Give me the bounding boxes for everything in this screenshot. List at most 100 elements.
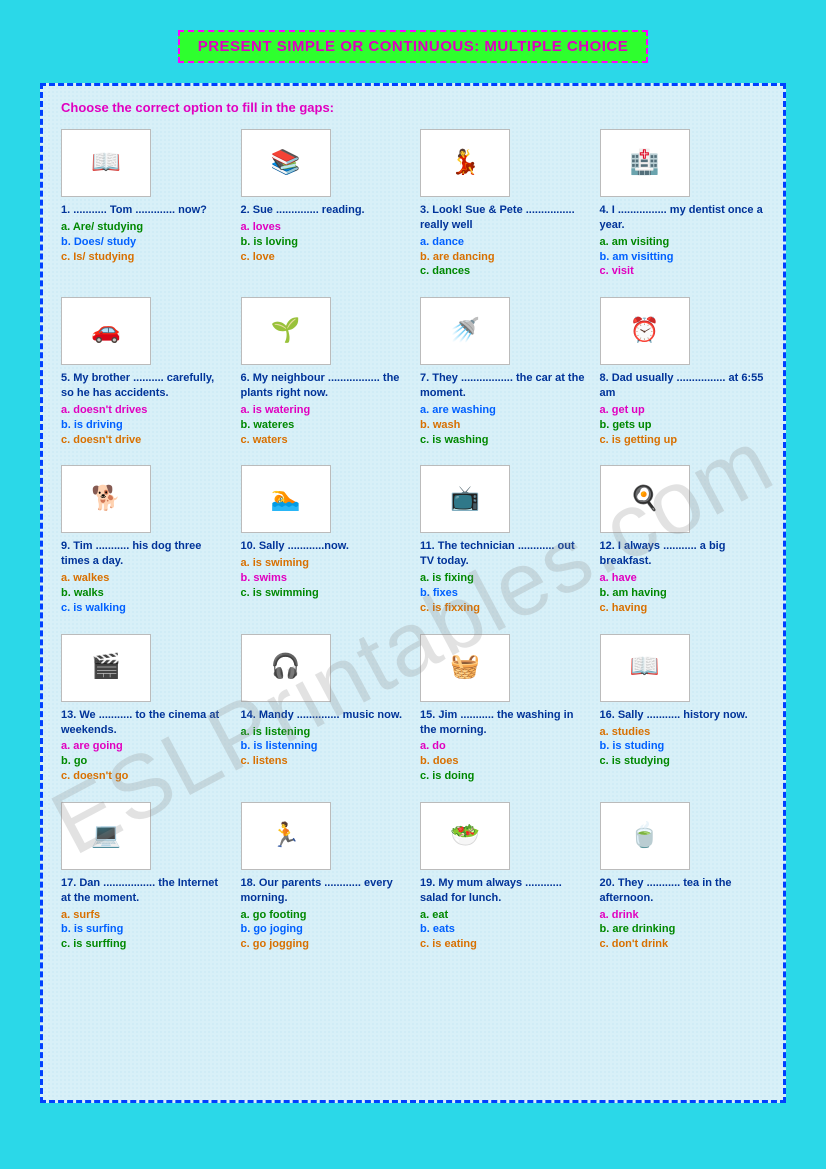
answer-option[interactable]: c. is surffing <box>61 937 227 952</box>
answer-option[interactable]: a. get up <box>600 403 766 418</box>
answer-option[interactable]: a. eat <box>420 908 586 923</box>
answer-option[interactable]: b. go joging <box>241 922 407 937</box>
question-image: ⏰ <box>600 297 690 365</box>
question-grid: 📖1. ........... Tom ............. now?a.… <box>61 129 765 952</box>
answer-option[interactable]: b. gets up <box>600 418 766 433</box>
title-wrap: PRESENT SIMPLE OR CONTINUOUS: MULTIPLE C… <box>40 30 786 63</box>
answer-option[interactable]: c. is walking <box>61 601 227 616</box>
answer-option[interactable]: b. wateres <box>241 418 407 433</box>
answer-option[interactable]: b. swims <box>241 571 407 586</box>
answer-option[interactable]: a. have <box>600 571 766 586</box>
question-cell: 💃3. Look! Sue & Pete ................ re… <box>420 129 586 279</box>
answer-option[interactable]: c. dances <box>420 264 586 279</box>
question-cell: 🐕 9. Tim ........... his dog three times … <box>61 465 227 615</box>
answer-option[interactable]: a. are washing <box>420 403 586 418</box>
question-stem: 6. My neighbour ................. the pl… <box>241 371 407 401</box>
answer-option[interactable]: c. visit <box>600 264 766 279</box>
answer-option[interactable]: a. loves <box>241 220 407 235</box>
answer-option[interactable]: a. drink <box>600 908 766 923</box>
answer-option[interactable]: a. is swiming <box>241 556 407 571</box>
answer-option[interactable]: c. is swimming <box>241 586 407 601</box>
question-image: 💻 <box>61 802 151 870</box>
answer-option[interactable]: a. Are/ studying <box>61 220 227 235</box>
answer-option[interactable]: c. waters <box>241 433 407 448</box>
answer-option[interactable]: a. surfs <box>61 908 227 923</box>
question-image: 🎬 <box>61 634 151 702</box>
worksheet-panel: Choose the correct option to fill in the… <box>40 83 786 1103</box>
question-image: 🚿 <box>420 297 510 365</box>
question-cell: 🏃 18. Our parents ............ every morn… <box>241 802 407 952</box>
answer-option[interactable]: b. go <box>61 754 227 769</box>
answer-option[interactable]: b. is surfing <box>61 922 227 937</box>
answer-option[interactable]: c. go jogging <box>241 937 407 952</box>
question-stem: 7. They ................. the car at the… <box>420 371 586 401</box>
question-image: 🐕 <box>61 465 151 533</box>
answer-option[interactable]: a. doesn't drives <box>61 403 227 418</box>
question-image: 🏊 <box>241 465 331 533</box>
answer-option[interactable]: b. is studing <box>600 739 766 754</box>
question-stem: 4. I ................ my dentist once a … <box>600 203 766 233</box>
answer-option[interactable]: c. is washing <box>420 433 586 448</box>
answer-option[interactable]: b. wash <box>420 418 586 433</box>
answer-option[interactable]: c. is getting up <box>600 433 766 448</box>
answer-option[interactable]: a. go footing <box>241 908 407 923</box>
answer-option[interactable]: b. does <box>420 754 586 769</box>
question-stem: 11. The technician ............ out TV t… <box>420 539 586 569</box>
answer-option[interactable]: c. having <box>600 601 766 616</box>
question-stem: 16. Sally ........... history now. <box>600 708 766 723</box>
answer-option[interactable]: c. is fixxing <box>420 601 586 616</box>
answer-option[interactable]: c. love <box>241 250 407 265</box>
answer-option[interactable]: a. is watering <box>241 403 407 418</box>
answer-option[interactable]: b. Does/ study <box>61 235 227 250</box>
answer-option[interactable]: b. fixes <box>420 586 586 601</box>
answer-option[interactable]: a. dance <box>420 235 586 250</box>
instruction-text: Choose the correct option to fill in the… <box>61 100 765 115</box>
answer-option[interactable]: a. walkes <box>61 571 227 586</box>
answer-option[interactable]: c. listens <box>241 754 407 769</box>
question-stem: 2. Sue .............. reading. <box>241 203 407 218</box>
question-stem: 15. Jim ........... the washing in the m… <box>420 708 586 738</box>
answer-option[interactable]: c. is studying <box>600 754 766 769</box>
answer-option[interactable]: a. am visiting <box>600 235 766 250</box>
question-stem: 3. Look! Sue & Pete ................ rea… <box>420 203 586 233</box>
answer-option[interactable]: c. don't drink <box>600 937 766 952</box>
answer-option[interactable]: b. eats <box>420 922 586 937</box>
question-stem: 17. Dan ................. the Internet a… <box>61 876 227 906</box>
question-cell: 💻 17. Dan ................. the Internet … <box>61 802 227 952</box>
answer-option[interactable]: b. are drinking <box>600 922 766 937</box>
question-image: 🍳 <box>600 465 690 533</box>
question-image: 🏃 <box>241 802 331 870</box>
answer-option[interactable]: a. are going <box>61 739 227 754</box>
question-stem: 9. Tim ........... his dog three times a… <box>61 539 227 569</box>
question-cell: 📚2. Sue .............. reading.a. lovesb… <box>241 129 407 279</box>
question-cell: 📺11. The technician ............ out TV … <box>420 465 586 615</box>
answer-option[interactable]: a. is listening <box>241 725 407 740</box>
question-stem: 18. Our parents ............ every morni… <box>241 876 407 906</box>
answer-option[interactable]: b. walks <box>61 586 227 601</box>
question-image: 🏥 <box>600 129 690 197</box>
answer-option[interactable]: b. am visitting <box>600 250 766 265</box>
answer-option[interactable]: c. doesn't go <box>61 769 227 784</box>
question-cell: 🏥 4. I ................ my dentist once a… <box>600 129 766 279</box>
question-stem: 5. My brother .......... carefully, so h… <box>61 371 227 401</box>
answer-option[interactable]: b. is listenning <box>241 739 407 754</box>
answer-option[interactable]: a. do <box>420 739 586 754</box>
question-image: 🍵 <box>600 802 690 870</box>
answer-option[interactable]: b. am having <box>600 586 766 601</box>
question-cell: 🚿 7. They ................. the car at th… <box>420 297 586 447</box>
answer-option[interactable]: a. studies <box>600 725 766 740</box>
question-stem: 10. Sally ............now. <box>241 539 407 554</box>
answer-option[interactable]: a. is fixing <box>420 571 586 586</box>
question-image: 🌱 <box>241 297 331 365</box>
question-image: 🧺 <box>420 634 510 702</box>
answer-option[interactable]: b. is loving <box>241 235 407 250</box>
answer-option[interactable]: c. doesn't drive <box>61 433 227 448</box>
question-cell: ⏰ 8. Dad usually ................ at 6:55… <box>600 297 766 447</box>
answer-option[interactable]: c. Is/ studying <box>61 250 227 265</box>
answer-option[interactable]: b. is driving <box>61 418 227 433</box>
answer-option[interactable]: b. are dancing <box>420 250 586 265</box>
answer-option[interactable]: c. is doing <box>420 769 586 784</box>
question-cell: 🎧14. Mandy .............. music now.a. i… <box>241 634 407 784</box>
answer-option[interactable]: c. is eating <box>420 937 586 952</box>
question-stem: 8. Dad usually ................ at 6:55 … <box>600 371 766 401</box>
